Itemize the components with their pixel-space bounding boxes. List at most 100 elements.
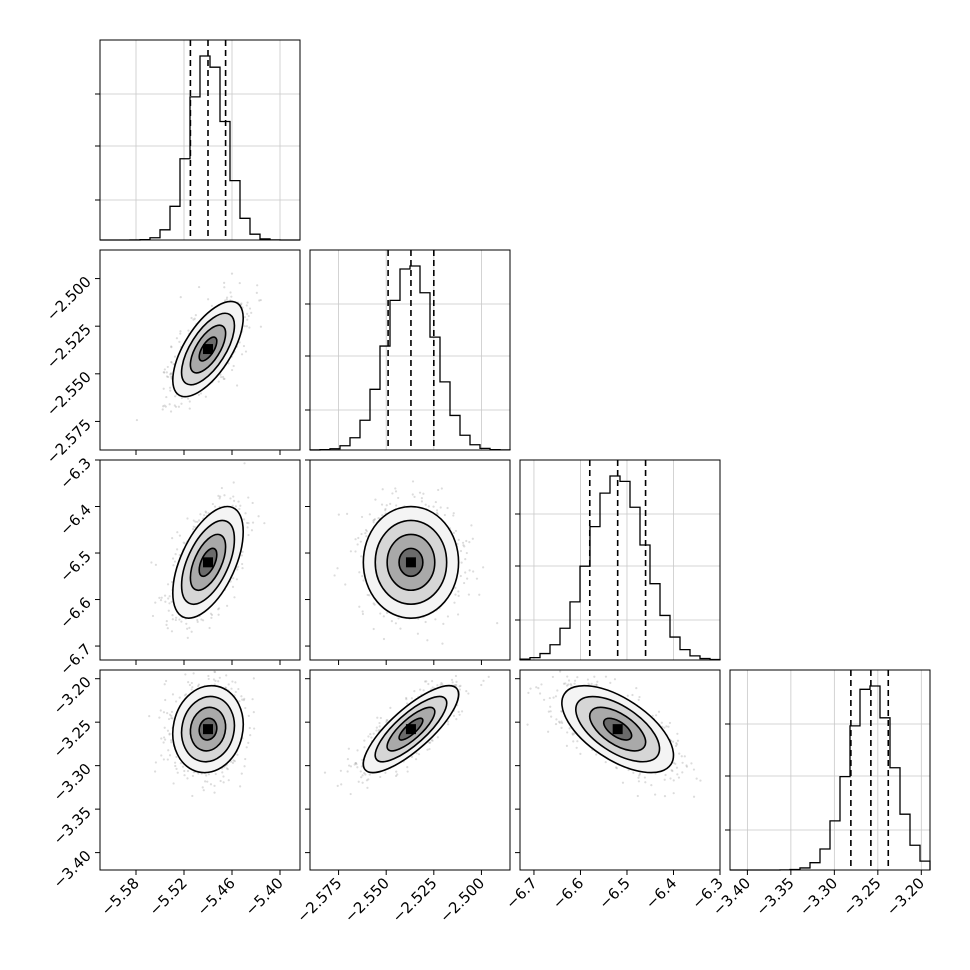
scatter-point bbox=[246, 301, 249, 304]
scatter-point bbox=[192, 525, 195, 528]
scatter-point bbox=[431, 686, 434, 689]
scatter-point bbox=[230, 295, 233, 298]
scatter-point bbox=[406, 770, 409, 773]
density-peak bbox=[203, 724, 213, 735]
scatter-point bbox=[457, 590, 460, 593]
scatter-point bbox=[233, 596, 236, 599]
scatter-point bbox=[231, 504, 234, 507]
scatter-point bbox=[170, 600, 173, 603]
scatter-point bbox=[217, 380, 220, 383]
scatter-point bbox=[171, 618, 174, 621]
scatter-point bbox=[158, 596, 161, 600]
histogram-step-line bbox=[309, 265, 511, 451]
scatter-point bbox=[204, 780, 207, 783]
scatter-point bbox=[378, 725, 381, 728]
scatter-point bbox=[213, 505, 217, 508]
scatter-point bbox=[154, 601, 157, 604]
scatter-point bbox=[165, 623, 168, 626]
scatter-point bbox=[467, 692, 470, 695]
scatter-point bbox=[441, 642, 444, 645]
scatter-point bbox=[454, 529, 458, 533]
scatter-point bbox=[535, 686, 538, 689]
scatter-point bbox=[411, 493, 414, 496]
scatter-point bbox=[395, 770, 398, 773]
scatter-point bbox=[425, 680, 428, 683]
scatter-point bbox=[251, 501, 254, 505]
scatter-point bbox=[170, 580, 174, 584]
scatter-point bbox=[405, 702, 409, 705]
scatter-point bbox=[180, 620, 183, 623]
scatter-point bbox=[378, 721, 381, 725]
scatter-point bbox=[240, 353, 244, 356]
scatter-point bbox=[440, 487, 443, 490]
scatter-point bbox=[232, 364, 235, 368]
scatter-point bbox=[454, 593, 457, 596]
scatter-point bbox=[356, 766, 359, 769]
scatter-point bbox=[435, 509, 439, 512]
scatter-point bbox=[167, 717, 171, 721]
scatter-point bbox=[160, 737, 163, 740]
scatter-point bbox=[663, 795, 667, 798]
scatter-point bbox=[675, 766, 679, 769]
scatter-point bbox=[240, 302, 243, 305]
scatter-point bbox=[168, 386, 172, 389]
scatter-point bbox=[470, 524, 473, 527]
scatter-point bbox=[442, 622, 445, 625]
scatter-point bbox=[184, 693, 188, 696]
scatter-point bbox=[380, 503, 384, 506]
scatter-point bbox=[167, 375, 170, 379]
scatter-point bbox=[178, 340, 181, 343]
scatter-point bbox=[464, 571, 467, 574]
scatter-point bbox=[172, 782, 175, 785]
scatter-point bbox=[207, 298, 210, 301]
scatter-point bbox=[182, 541, 185, 544]
scatter-point bbox=[170, 346, 173, 349]
scatter-point bbox=[170, 360, 173, 364]
scatter-point bbox=[166, 365, 169, 369]
scatter-point bbox=[675, 742, 678, 745]
scatter-point bbox=[180, 402, 183, 405]
scatter-point bbox=[323, 771, 327, 774]
scatter-point bbox=[422, 492, 425, 495]
scatter-point bbox=[359, 770, 362, 773]
scatter-point bbox=[367, 735, 370, 738]
scatter-point bbox=[372, 521, 375, 524]
scatter-point bbox=[361, 610, 364, 613]
scatter-point bbox=[213, 791, 216, 794]
scatter-point bbox=[154, 770, 157, 773]
scatter-point bbox=[178, 534, 182, 537]
scatter-point bbox=[170, 361, 173, 364]
scatter-point bbox=[212, 678, 216, 681]
scatter-point bbox=[186, 397, 190, 400]
scatter-point bbox=[375, 726, 378, 729]
scatter-point bbox=[197, 519, 201, 522]
scatter-point bbox=[460, 561, 463, 564]
scatter-point bbox=[217, 494, 220, 497]
scatter-point bbox=[176, 548, 179, 551]
scatter-point bbox=[234, 505, 237, 508]
scatter-point bbox=[196, 618, 199, 622]
scatter-point bbox=[213, 670, 217, 674]
scatter-point bbox=[238, 341, 241, 344]
scatter-point bbox=[245, 325, 248, 328]
scatter-point bbox=[171, 693, 175, 696]
scatter-point bbox=[414, 758, 418, 761]
scatter-point bbox=[223, 377, 226, 380]
scatter-point bbox=[246, 318, 249, 321]
contour-line bbox=[189, 324, 227, 374]
scatter-point bbox=[440, 681, 443, 685]
scatter-point bbox=[244, 512, 247, 515]
scatter-point bbox=[356, 749, 359, 752]
scatter-point bbox=[446, 506, 449, 510]
scatter-point bbox=[361, 781, 364, 784]
scatter-point bbox=[229, 291, 232, 294]
scatter-point bbox=[188, 400, 191, 403]
scatter-point bbox=[194, 314, 197, 317]
scatter-point bbox=[197, 393, 201, 396]
scatter-point bbox=[244, 757, 247, 761]
scatter-point bbox=[163, 726, 166, 729]
scatter-point bbox=[174, 618, 177, 622]
scatter-point bbox=[555, 718, 558, 721]
scatter-point bbox=[426, 639, 429, 642]
scatter-point bbox=[457, 538, 460, 542]
